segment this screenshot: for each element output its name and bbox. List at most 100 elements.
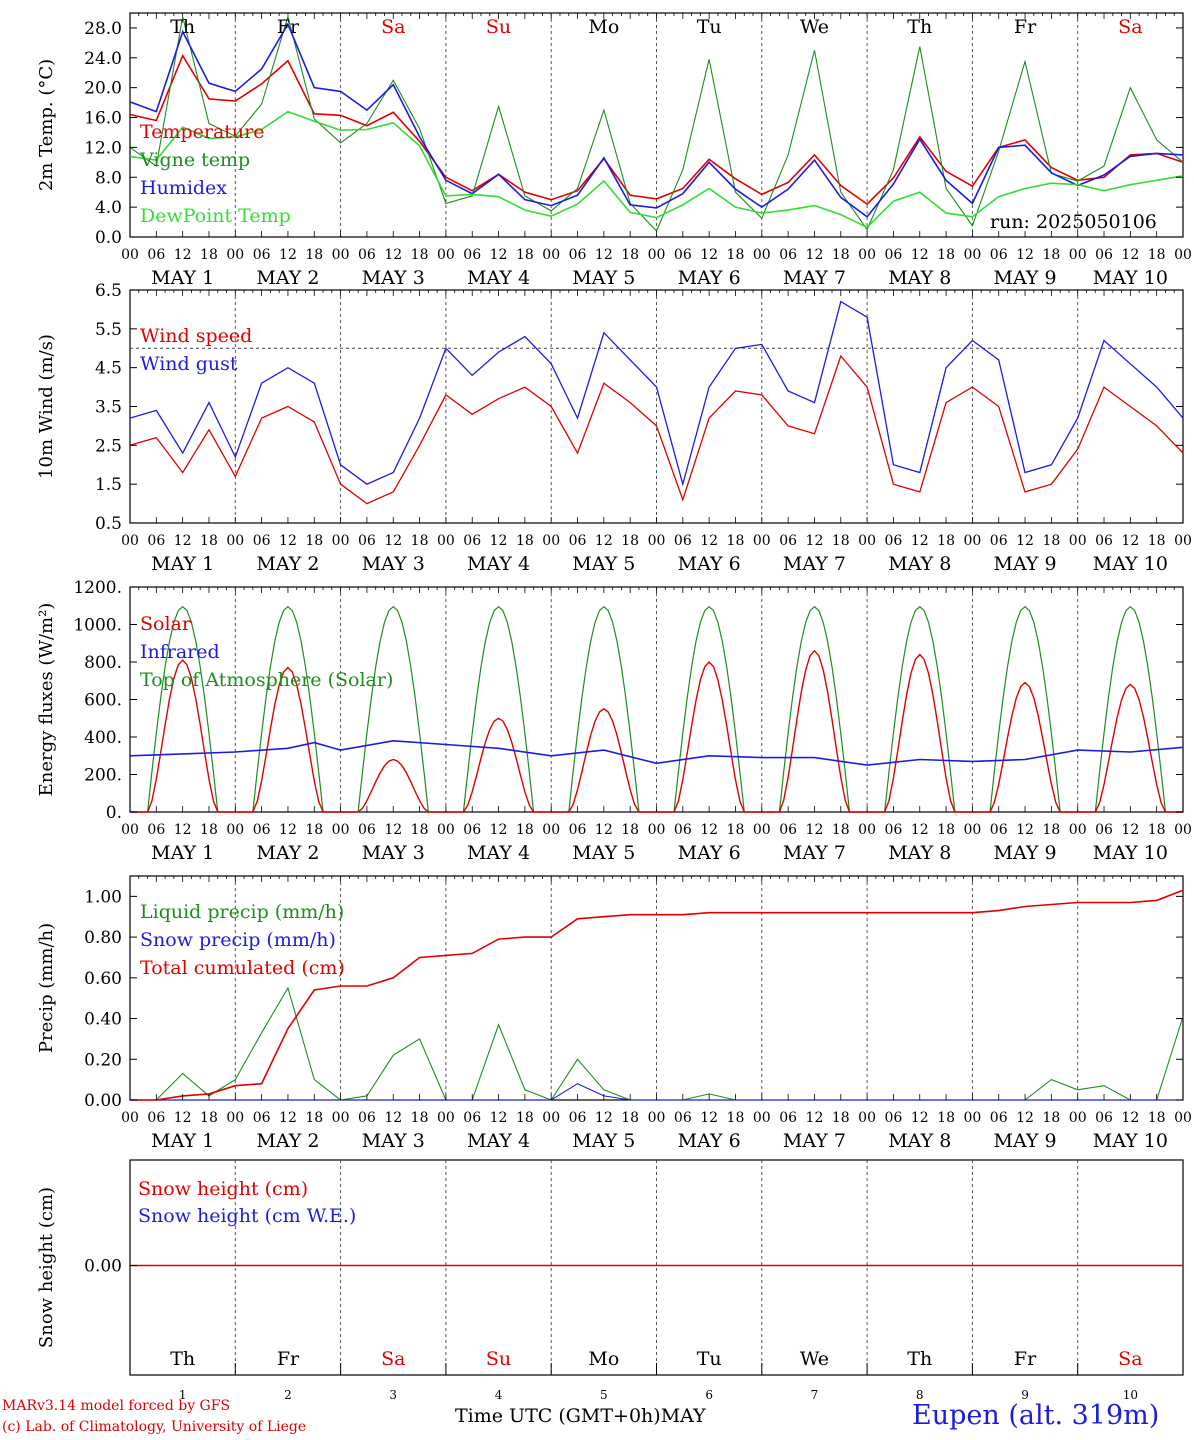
precip-x-tick-label: 00 xyxy=(437,1110,455,1126)
temp-x-tick-label: 00 xyxy=(1174,247,1192,263)
temp-y-axis-label: 2m Temp. (°C) xyxy=(36,59,57,191)
precip-y-tick-label: 0.00 xyxy=(84,1091,122,1111)
energy-y-axis-label: Energy fluxes (W/m²) xyxy=(36,603,57,797)
energy-x-tick-label: 12 xyxy=(911,822,929,838)
energy-x-tick-label: 00 xyxy=(1069,822,1087,838)
temp-y-tick-label: 20.0 xyxy=(84,79,122,99)
temp-x-tick-label: 00 xyxy=(437,247,455,263)
precip-x-tick-label: 12 xyxy=(490,1110,508,1126)
precip-x-tick-label: 00 xyxy=(226,1110,244,1126)
precip-date-label: MAY 1 xyxy=(151,1130,214,1152)
temp-x-tick-label: 12 xyxy=(174,247,192,263)
wind-x-tick-label: 06 xyxy=(253,533,271,549)
temp-y-tick-label: 8.0 xyxy=(95,168,122,188)
temp-y-tick-label: 12.0 xyxy=(84,138,122,158)
snow-weekday-label: Su xyxy=(486,1348,511,1370)
precip-x-tick-label: 12 xyxy=(595,1110,613,1126)
wind-y-tick-label: 2.5 xyxy=(95,436,122,456)
precip-x-tick-label: 06 xyxy=(253,1110,271,1126)
precip-x-tick-label: 06 xyxy=(569,1110,587,1126)
temp-x-tick-label: 12 xyxy=(595,247,613,263)
precip-x-tick-label: 12 xyxy=(279,1110,297,1126)
snow-weekday-label: Sa xyxy=(381,1348,405,1370)
wind-date-label: MAY 2 xyxy=(256,553,319,575)
precip-x-tick-label: 12 xyxy=(1121,1110,1139,1126)
temp-x-tick-label: 06 xyxy=(779,247,797,263)
temp-frame xyxy=(129,12,1184,238)
temp-y-tick-label: 28.0 xyxy=(84,19,122,39)
temp-y-tick-label: 4.0 xyxy=(95,198,122,218)
snow-day-number: 7 xyxy=(811,1388,819,1402)
x-axis-title: Time UTC (GMT+0h)MAY xyxy=(455,1405,706,1427)
energy-x-tick-label: 12 xyxy=(806,822,824,838)
precip-x-tick-label: 00 xyxy=(332,1110,350,1126)
temp-x-tick-label: 00 xyxy=(332,247,350,263)
precip-x-tick-label: 18 xyxy=(727,1110,745,1126)
energy-x-tick-label: 00 xyxy=(753,822,771,838)
energy-x-tick-label: 12 xyxy=(700,822,718,838)
snow-day-number: 4 xyxy=(495,1388,503,1402)
temp-x-tick-label: 00 xyxy=(753,247,771,263)
temp-x-tick-label: 00 xyxy=(648,247,666,263)
temp-weekday-label: We xyxy=(800,16,829,38)
energy-x-tick-label: 06 xyxy=(885,822,903,838)
energy-date-label: MAY 9 xyxy=(994,842,1057,864)
temp-weekday-label: Th xyxy=(907,16,932,38)
wind-date-label: MAY 4 xyxy=(467,553,530,575)
energy-date-label: MAY 2 xyxy=(256,842,319,864)
temp-x-tick-label: 18 xyxy=(305,247,323,263)
wind-x-tick-label: 00 xyxy=(648,533,666,549)
wind-y-tick-label: 3.5 xyxy=(95,398,122,418)
temp-x-tick-label: 06 xyxy=(147,247,165,263)
precip-x-tick-label: 06 xyxy=(147,1110,165,1126)
precip-date-label: MAY 6 xyxy=(678,1130,741,1152)
wind-date-label: MAY 9 xyxy=(994,553,1057,575)
precip-date-label: MAY 8 xyxy=(888,1130,951,1152)
model-credit: MARv3.14 model forced by GFS xyxy=(2,1398,231,1414)
wind-series-line xyxy=(129,354,1184,505)
wind-x-tick-label: 06 xyxy=(569,533,587,549)
temp-x-tick-label: 06 xyxy=(253,247,271,263)
temp-y-tick-label: 16.0 xyxy=(84,109,122,129)
precip-legend-entry: Liquid precip (mm/h) xyxy=(140,901,344,923)
wind-x-tick-label: 00 xyxy=(437,533,455,549)
precip-x-tick-label: 18 xyxy=(1148,1110,1166,1126)
energy-legend-entry: Top of Atmosphere (Solar) xyxy=(140,669,393,691)
wind-x-tick-label: 06 xyxy=(779,533,797,549)
snow-weekday-label: We xyxy=(800,1348,829,1370)
temp-x-tick-label: 00 xyxy=(542,247,560,263)
run-annotation: run: 2025050106 xyxy=(990,211,1157,233)
snow-weekday-label: Tu xyxy=(697,1348,722,1370)
temp-x-tick-label: 06 xyxy=(674,247,692,263)
temp-date-label: MAY 3 xyxy=(362,267,425,289)
energy-x-tick-label: 00 xyxy=(542,822,560,838)
precip-date-label: MAY 10 xyxy=(1093,1130,1168,1152)
wind-x-tick-label: 18 xyxy=(937,533,955,549)
energy-x-tick-label: 00 xyxy=(648,822,666,838)
snow-day-number: 1 xyxy=(179,1388,187,1402)
temp-x-tick-label: 06 xyxy=(1095,247,1113,263)
energy-x-tick-label: 06 xyxy=(253,822,271,838)
precip-x-tick-label: 18 xyxy=(411,1110,429,1126)
temp-x-tick-label: 18 xyxy=(1148,247,1166,263)
energy-x-tick-label: 06 xyxy=(1095,822,1113,838)
temp-weekday-label: Sa xyxy=(1118,16,1142,38)
snow-day-number: 10 xyxy=(1123,1388,1138,1402)
precip-date-label: MAY 2 xyxy=(256,1130,319,1152)
snow-day-number: 8 xyxy=(916,1388,924,1402)
wind-date-label: MAY 1 xyxy=(151,553,214,575)
temp-x-tick-label: 18 xyxy=(727,247,745,263)
snow-weekday-label: Mo xyxy=(588,1348,619,1370)
wind-x-tick-label: 18 xyxy=(1148,533,1166,549)
precip-x-tick-label: 12 xyxy=(1016,1110,1034,1126)
wind-x-tick-label: 06 xyxy=(990,533,1008,549)
precip-y-axis-label: Precip (mm/h) xyxy=(36,923,57,1053)
temp-weekday-label: Mo xyxy=(588,16,619,38)
wind-y-axis-label: 10m Wind (m/s) xyxy=(36,334,57,479)
temp-date-label: MAY 4 xyxy=(467,267,530,289)
temp-x-tick-label: 18 xyxy=(411,247,429,263)
precip-x-tick-label: 06 xyxy=(358,1110,376,1126)
wind-x-tick-label: 12 xyxy=(279,533,297,549)
energy-x-tick-label: 18 xyxy=(200,822,218,838)
energy-x-tick-label: 06 xyxy=(990,822,1008,838)
